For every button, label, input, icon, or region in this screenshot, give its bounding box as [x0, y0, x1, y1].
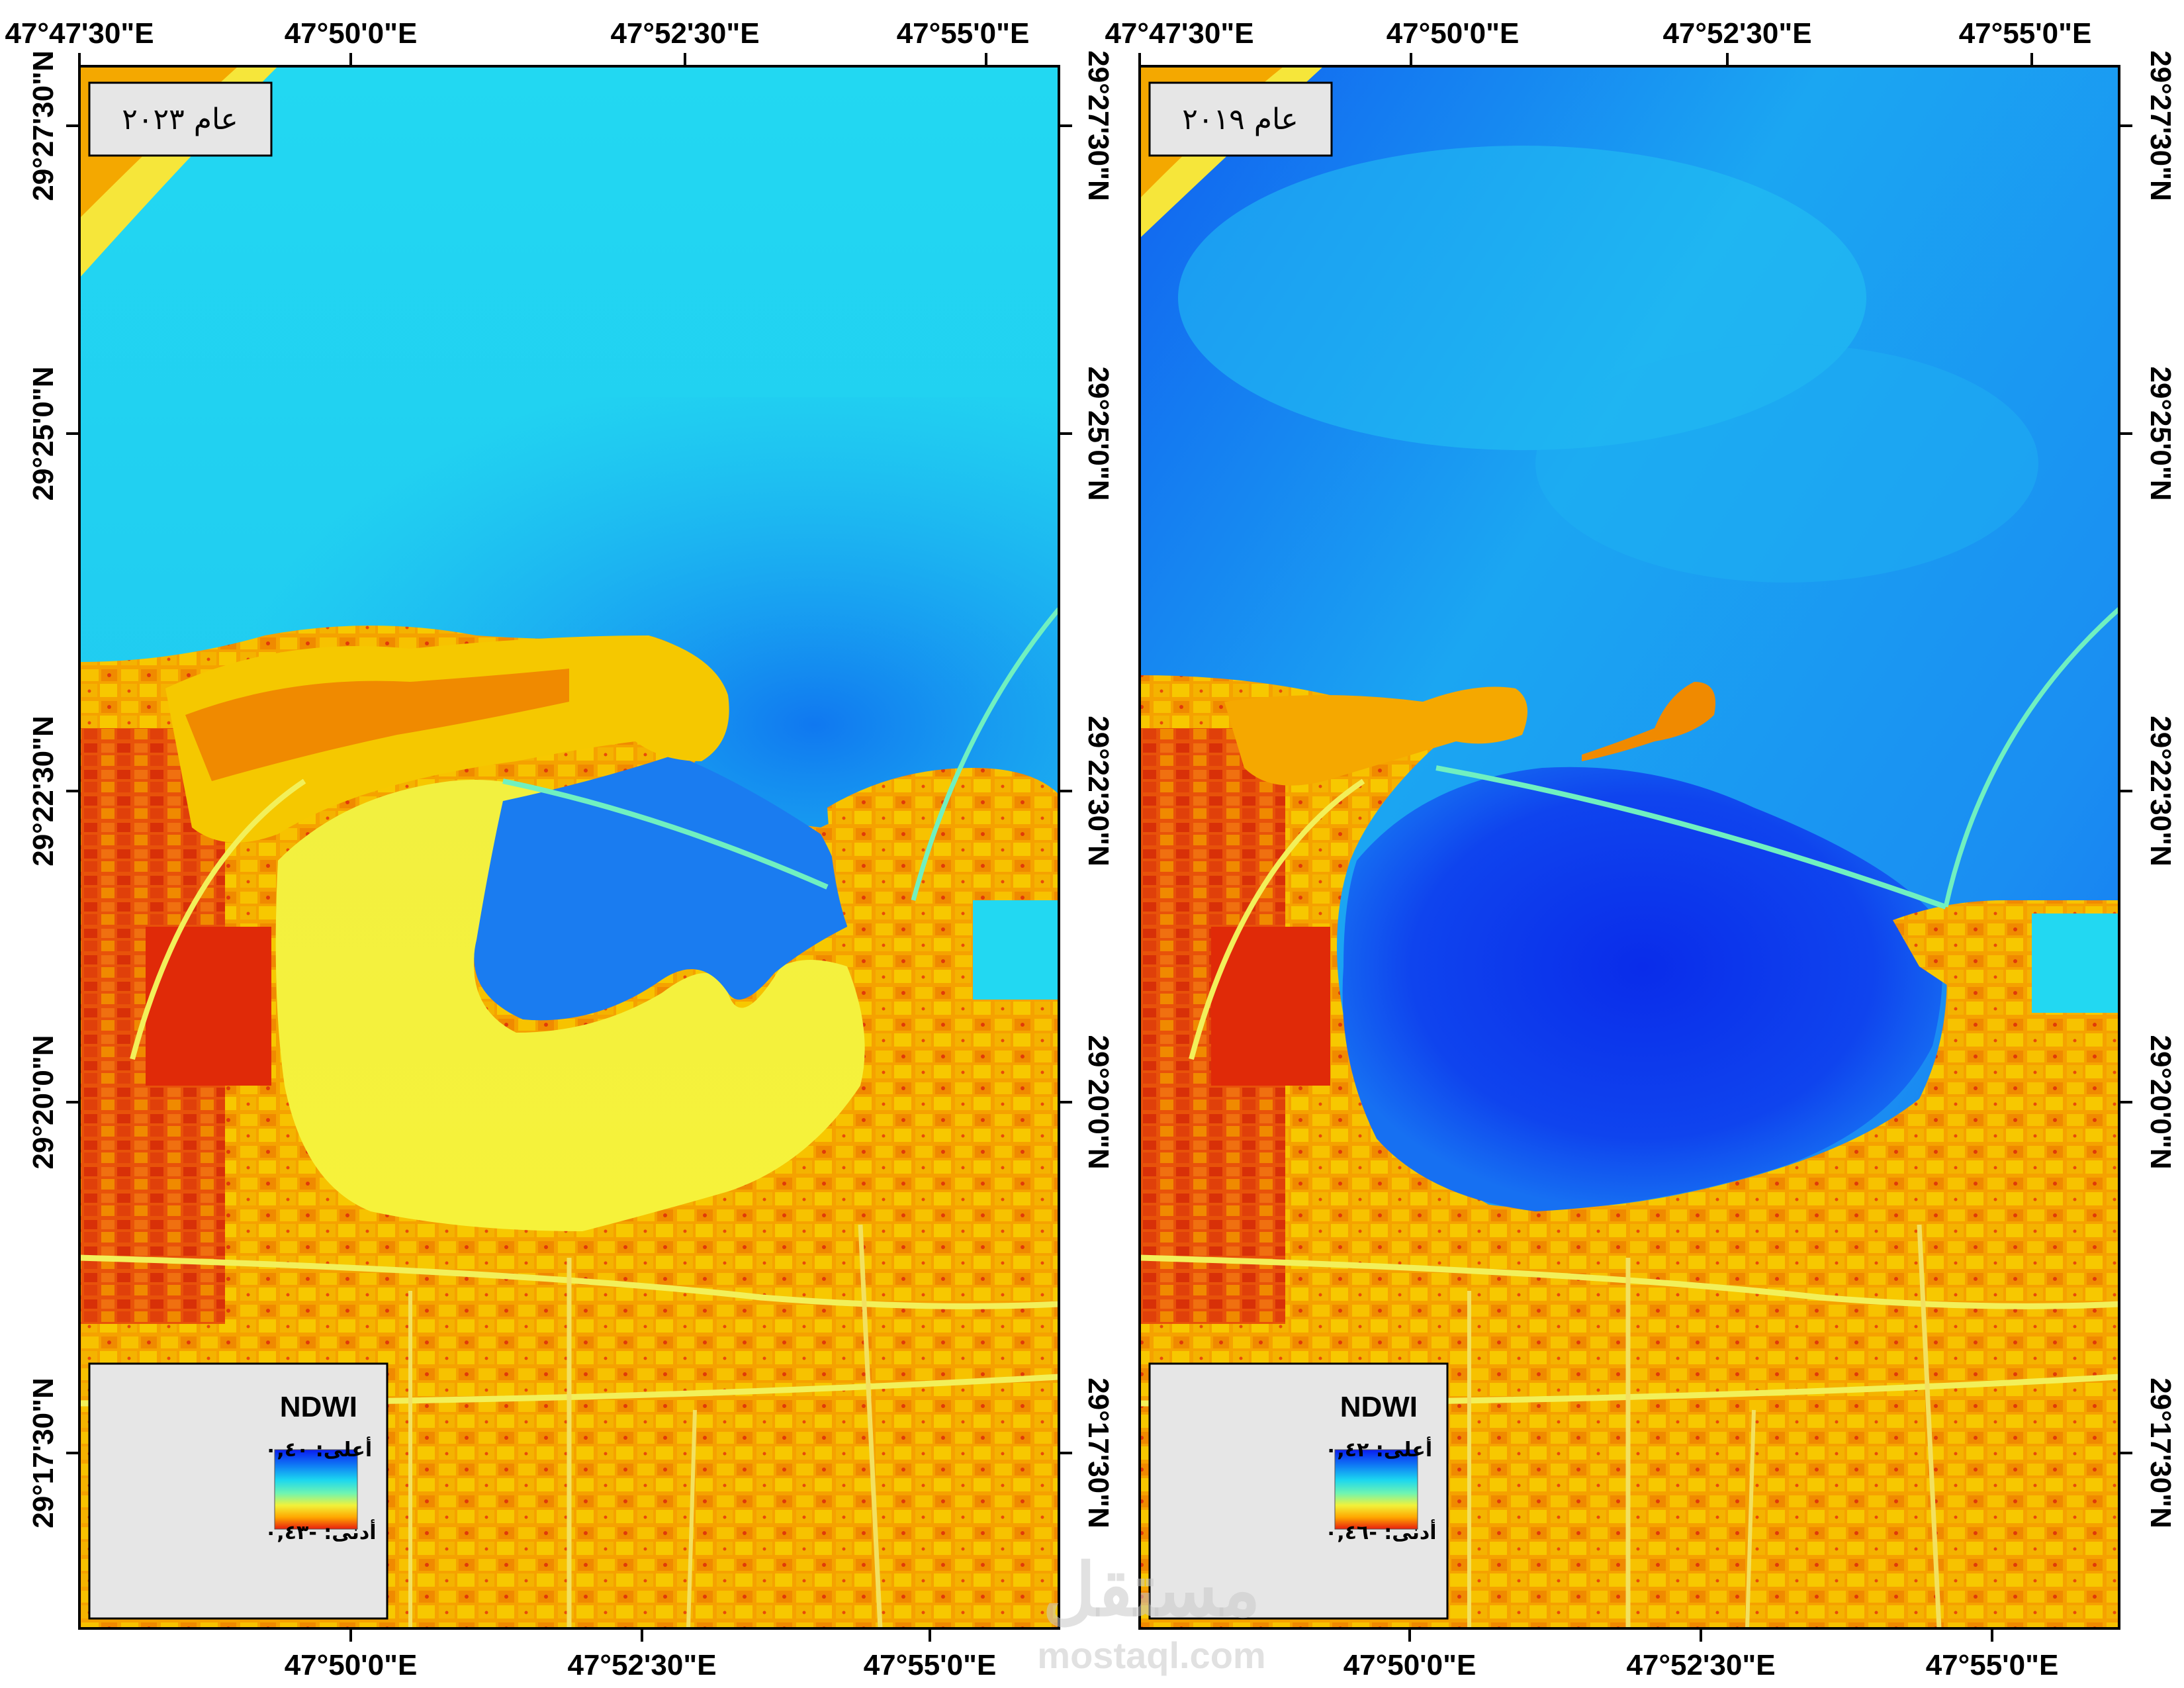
top-lon-label: 47°47'30"E — [1105, 17, 1253, 50]
bottom-lon-label: 47°50'0"E — [285, 1649, 418, 1681]
lat-label: 29°25'0"N — [1082, 366, 1115, 500]
legend-title: NDWI — [280, 1391, 357, 1423]
map-panel-2019 — [1140, 66, 2119, 1628]
legend-min-label: أدنى: -٠,٤٣ — [265, 1519, 377, 1544]
legend-2019: NDWI أعلى: ٠,٤٢ أدنى: -٠,٤٦ — [1148, 1362, 1449, 1620]
top-lon-label: 47°50'0"E — [285, 17, 418, 50]
top-lon-label: 47°52'30"E — [610, 17, 759, 50]
lat-label: 29°25'0"N — [27, 366, 60, 500]
legend-color-ramp — [274, 1449, 358, 1530]
year-label: عام ٢٠١٩ — [1182, 103, 1298, 136]
map-frame-2023 — [78, 65, 1060, 1630]
lat-label: 29°17'30"N — [2144, 1378, 2177, 1528]
legend-max-label: أعلى: ٠,٤٠ — [265, 1436, 372, 1462]
lat-label: 29°20'0"N — [27, 1035, 60, 1169]
lat-label: 29°27'30"N — [27, 50, 60, 201]
year-label-box-2023: عام ٢٠٢٣ — [88, 81, 273, 157]
year-label-box-2019: عام ٢٠١٩ — [1148, 81, 1333, 157]
top-lon-label: 47°47'30"E — [5, 17, 154, 50]
lat-label: 29°20'0"N — [2144, 1035, 2177, 1169]
bottom-lon-label: 47°50'0"E — [1343, 1649, 1477, 1681]
lat-label: 29°25'0"N — [2144, 366, 2177, 500]
graticule-ticks — [66, 53, 2132, 1642]
legend-min-label: أدنى: -٠,٤٦ — [1325, 1519, 1437, 1544]
legend-title: NDWI — [1340, 1391, 1418, 1423]
lat-label: 29°22'30"N — [1082, 716, 1115, 867]
lat-label: 29°17'30"N — [1082, 1378, 1115, 1528]
bottom-lon-label: 47°55'0"E — [1926, 1649, 2059, 1681]
legend-2023: NDWI أعلى: ٠,٤٠ أدنى: -٠,٤٣ — [88, 1362, 388, 1620]
top-lon-label: 47°50'0"E — [1387, 17, 1520, 50]
top-lon-label: 47°55'0"E — [1959, 17, 2092, 50]
top-lon-label: 47°55'0"E — [897, 17, 1030, 50]
watermark: مستقل mostaql.com — [1037, 1550, 1265, 1676]
year-label: عام ٢٠٢٣ — [122, 103, 238, 136]
lat-label: 29°17'30"N — [27, 1378, 60, 1528]
lat-label: 29°20'0"N — [1082, 1035, 1115, 1169]
bottom-lon-label: 47°52'30"E — [567, 1649, 716, 1681]
top-lon-label: 47°52'30"E — [1662, 17, 1811, 50]
lat-label: 29°27'30"N — [2144, 50, 2177, 201]
watermark-latin: mostaql.com — [1037, 1634, 1265, 1676]
bottom-lon-label: 47°52'30"E — [1626, 1649, 1775, 1681]
legend-max-label: أعلى: ٠,٤٢ — [1325, 1436, 1432, 1462]
lat-label: 29°22'30"N — [27, 716, 60, 867]
legend-color-ramp — [1334, 1449, 1418, 1530]
map-frame-2019 — [1138, 65, 2120, 1630]
lat-label: 29°27'30"N — [1082, 50, 1115, 201]
watermark-arabic: مستقل — [1042, 1550, 1260, 1631]
lat-label: 29°22'30"N — [2144, 716, 2177, 867]
map-panel-2023 — [79, 66, 1059, 1628]
bottom-lon-label: 47°55'0"E — [864, 1649, 997, 1681]
